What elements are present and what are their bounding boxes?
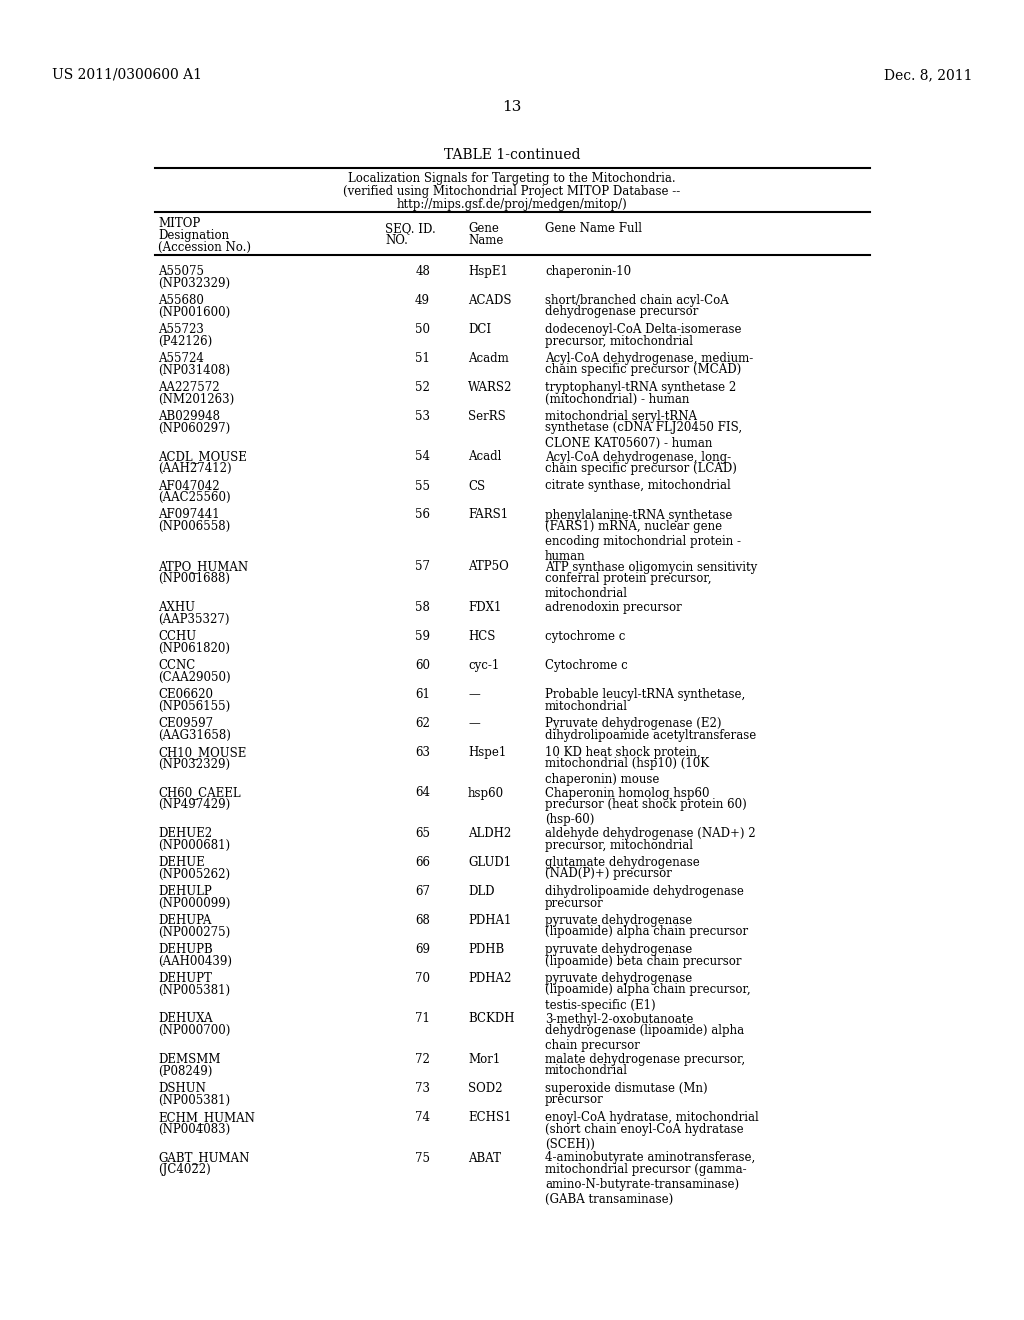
Text: dihydrolipoamide dehydrogenase: dihydrolipoamide dehydrogenase bbox=[545, 884, 743, 898]
Text: (NP000275): (NP000275) bbox=[158, 925, 230, 939]
Text: (NP006558): (NP006558) bbox=[158, 520, 230, 533]
Text: phenylalanine-tRNA synthetase: phenylalanine-tRNA synthetase bbox=[545, 508, 732, 521]
Text: TABLE 1-continued: TABLE 1-continued bbox=[443, 148, 581, 162]
Text: enoyl-CoA hydratase, mitochondrial: enoyl-CoA hydratase, mitochondrial bbox=[545, 1111, 759, 1125]
Text: DEHUE2: DEHUE2 bbox=[158, 828, 212, 840]
Text: 70: 70 bbox=[415, 972, 430, 985]
Text: (AAH00439): (AAH00439) bbox=[158, 954, 232, 968]
Text: DLD: DLD bbox=[468, 884, 495, 898]
Text: US 2011/0300600 A1: US 2011/0300600 A1 bbox=[52, 69, 202, 82]
Text: BCKDH: BCKDH bbox=[468, 1012, 514, 1026]
Text: ATP synthase oligomycin sensitivity: ATP synthase oligomycin sensitivity bbox=[545, 561, 758, 573]
Text: 59: 59 bbox=[415, 630, 430, 643]
Text: DEHUPA: DEHUPA bbox=[158, 913, 211, 927]
Text: 51: 51 bbox=[415, 352, 430, 366]
Text: A55680: A55680 bbox=[158, 294, 204, 308]
Text: 56: 56 bbox=[415, 508, 430, 521]
Text: HCS: HCS bbox=[468, 630, 496, 643]
Text: (NP031408): (NP031408) bbox=[158, 363, 230, 376]
Text: (NP001688): (NP001688) bbox=[158, 572, 230, 585]
Text: 73: 73 bbox=[415, 1082, 430, 1096]
Text: 52: 52 bbox=[415, 381, 430, 393]
Text: 50: 50 bbox=[415, 323, 430, 337]
Text: (short chain enoyl-CoA hydratase
(SCEH)): (short chain enoyl-CoA hydratase (SCEH)) bbox=[545, 1122, 743, 1151]
Text: AB029948: AB029948 bbox=[158, 411, 220, 422]
Text: —: — bbox=[468, 688, 480, 701]
Text: (lipoamide) alpha chain precursor: (lipoamide) alpha chain precursor bbox=[545, 925, 749, 939]
Text: glutamate dehydrogenase: glutamate dehydrogenase bbox=[545, 855, 699, 869]
Text: FARS1: FARS1 bbox=[468, 508, 508, 521]
Text: (NP004083): (NP004083) bbox=[158, 1122, 230, 1135]
Text: mitochondrial precursor (gamma-
amino-N-butyrate-transaminase)
(GABA transaminas: mitochondrial precursor (gamma- amino-N-… bbox=[545, 1163, 746, 1206]
Text: CS: CS bbox=[468, 479, 485, 492]
Text: cyc-1: cyc-1 bbox=[468, 659, 500, 672]
Text: Acyl-CoA dehydrogenase, medium-: Acyl-CoA dehydrogenase, medium- bbox=[545, 352, 754, 366]
Text: Acadl: Acadl bbox=[468, 450, 502, 463]
Text: (lipoamide) alpha chain precursor,
testis-specific (E1): (lipoamide) alpha chain precursor, testi… bbox=[545, 983, 751, 1011]
Text: SEQ. ID.: SEQ. ID. bbox=[385, 222, 436, 235]
Text: (NP032329): (NP032329) bbox=[158, 276, 230, 289]
Text: Chaperonin homolog hsp60: Chaperonin homolog hsp60 bbox=[545, 787, 710, 800]
Text: ACDL_MOUSE: ACDL_MOUSE bbox=[158, 450, 247, 463]
Text: AXHU: AXHU bbox=[158, 601, 195, 614]
Text: CE06620: CE06620 bbox=[158, 688, 213, 701]
Text: mitochondrial: mitochondrial bbox=[545, 1064, 628, 1077]
Text: 53: 53 bbox=[415, 411, 430, 422]
Text: DSHUN: DSHUN bbox=[158, 1082, 206, 1096]
Text: (NP000099): (NP000099) bbox=[158, 896, 230, 909]
Text: Designation: Designation bbox=[158, 228, 229, 242]
Text: mitochondrial: mitochondrial bbox=[545, 700, 628, 713]
Text: DEHUE: DEHUE bbox=[158, 855, 205, 869]
Text: 58: 58 bbox=[415, 601, 430, 614]
Text: hsp60: hsp60 bbox=[468, 787, 504, 800]
Text: (AAC25560): (AAC25560) bbox=[158, 491, 230, 504]
Text: ECHM_HUMAN: ECHM_HUMAN bbox=[158, 1111, 255, 1125]
Text: 55: 55 bbox=[415, 479, 430, 492]
Text: (NP000700): (NP000700) bbox=[158, 1024, 230, 1038]
Text: Cytochrome c: Cytochrome c bbox=[545, 659, 628, 672]
Text: precursor (heat shock protein 60)
(hsp-60): precursor (heat shock protein 60) (hsp-6… bbox=[545, 799, 746, 826]
Text: PDHA2: PDHA2 bbox=[468, 972, 511, 985]
Text: chain specific precursor (LCAD): chain specific precursor (LCAD) bbox=[545, 462, 737, 475]
Text: (NP000681): (NP000681) bbox=[158, 838, 230, 851]
Text: ALDH2: ALDH2 bbox=[468, 828, 511, 840]
Text: ACADS: ACADS bbox=[468, 294, 512, 308]
Text: precursor: precursor bbox=[545, 1093, 604, 1106]
Text: (NP060297): (NP060297) bbox=[158, 421, 230, 434]
Text: (NP032329): (NP032329) bbox=[158, 758, 230, 771]
Text: SerRS: SerRS bbox=[468, 411, 506, 422]
Text: precursor, mitochondrial: precursor, mitochondrial bbox=[545, 334, 693, 347]
Text: (CAA29050): (CAA29050) bbox=[158, 671, 230, 684]
Text: (Accession No.): (Accession No.) bbox=[158, 242, 251, 253]
Text: 72: 72 bbox=[415, 1053, 430, 1067]
Text: (P42126): (P42126) bbox=[158, 334, 212, 347]
Text: Pyruvate dehydrogenase (E2): Pyruvate dehydrogenase (E2) bbox=[545, 717, 722, 730]
Text: synthetase (cDNA FLJ20450 FIS,
CLONE KAT05607) - human: synthetase (cDNA FLJ20450 FIS, CLONE KAT… bbox=[545, 421, 742, 450]
Text: Mor1: Mor1 bbox=[468, 1053, 501, 1067]
Text: PDHA1: PDHA1 bbox=[468, 913, 511, 927]
Text: Localization Signals for Targeting to the Mitochondria.: Localization Signals for Targeting to th… bbox=[348, 172, 676, 185]
Text: 60: 60 bbox=[415, 659, 430, 672]
Text: short/branched chain acyl-CoA: short/branched chain acyl-CoA bbox=[545, 294, 729, 308]
Text: CH60_CAEEL: CH60_CAEEL bbox=[158, 787, 241, 800]
Text: CCHU: CCHU bbox=[158, 630, 197, 643]
Text: —: — bbox=[468, 717, 480, 730]
Text: 57: 57 bbox=[415, 561, 430, 573]
Text: AF047042: AF047042 bbox=[158, 479, 219, 492]
Text: AF097441: AF097441 bbox=[158, 508, 219, 521]
Text: 4-aminobutyrate aminotransferase,: 4-aminobutyrate aminotransferase, bbox=[545, 1151, 756, 1164]
Text: FDX1: FDX1 bbox=[468, 601, 502, 614]
Text: tryptophanyl-tRNA synthetase 2: tryptophanyl-tRNA synthetase 2 bbox=[545, 381, 736, 393]
Text: CH10_MOUSE: CH10_MOUSE bbox=[158, 746, 247, 759]
Text: malate dehydrogenase precursor,: malate dehydrogenase precursor, bbox=[545, 1053, 745, 1067]
Text: ATP5O: ATP5O bbox=[468, 561, 509, 573]
Text: Acyl-CoA dehydrogenase, long-: Acyl-CoA dehydrogenase, long- bbox=[545, 450, 731, 463]
Text: Probable leucyl-tRNA synthetase,: Probable leucyl-tRNA synthetase, bbox=[545, 688, 745, 701]
Text: 10 KD heat shock protein,: 10 KD heat shock protein, bbox=[545, 746, 700, 759]
Text: mitochondrial seryl-tRNA: mitochondrial seryl-tRNA bbox=[545, 411, 697, 422]
Text: (FARS1) mRNA, nuclear gene
encoding mitochondrial protein -
human: (FARS1) mRNA, nuclear gene encoding mito… bbox=[545, 520, 741, 564]
Text: Name: Name bbox=[468, 234, 504, 247]
Text: PDHB: PDHB bbox=[468, 942, 504, 956]
Text: aldehyde dehydrogenase (NAD+) 2: aldehyde dehydrogenase (NAD+) 2 bbox=[545, 828, 756, 840]
Text: chain specific precursor (MCAD): chain specific precursor (MCAD) bbox=[545, 363, 741, 376]
